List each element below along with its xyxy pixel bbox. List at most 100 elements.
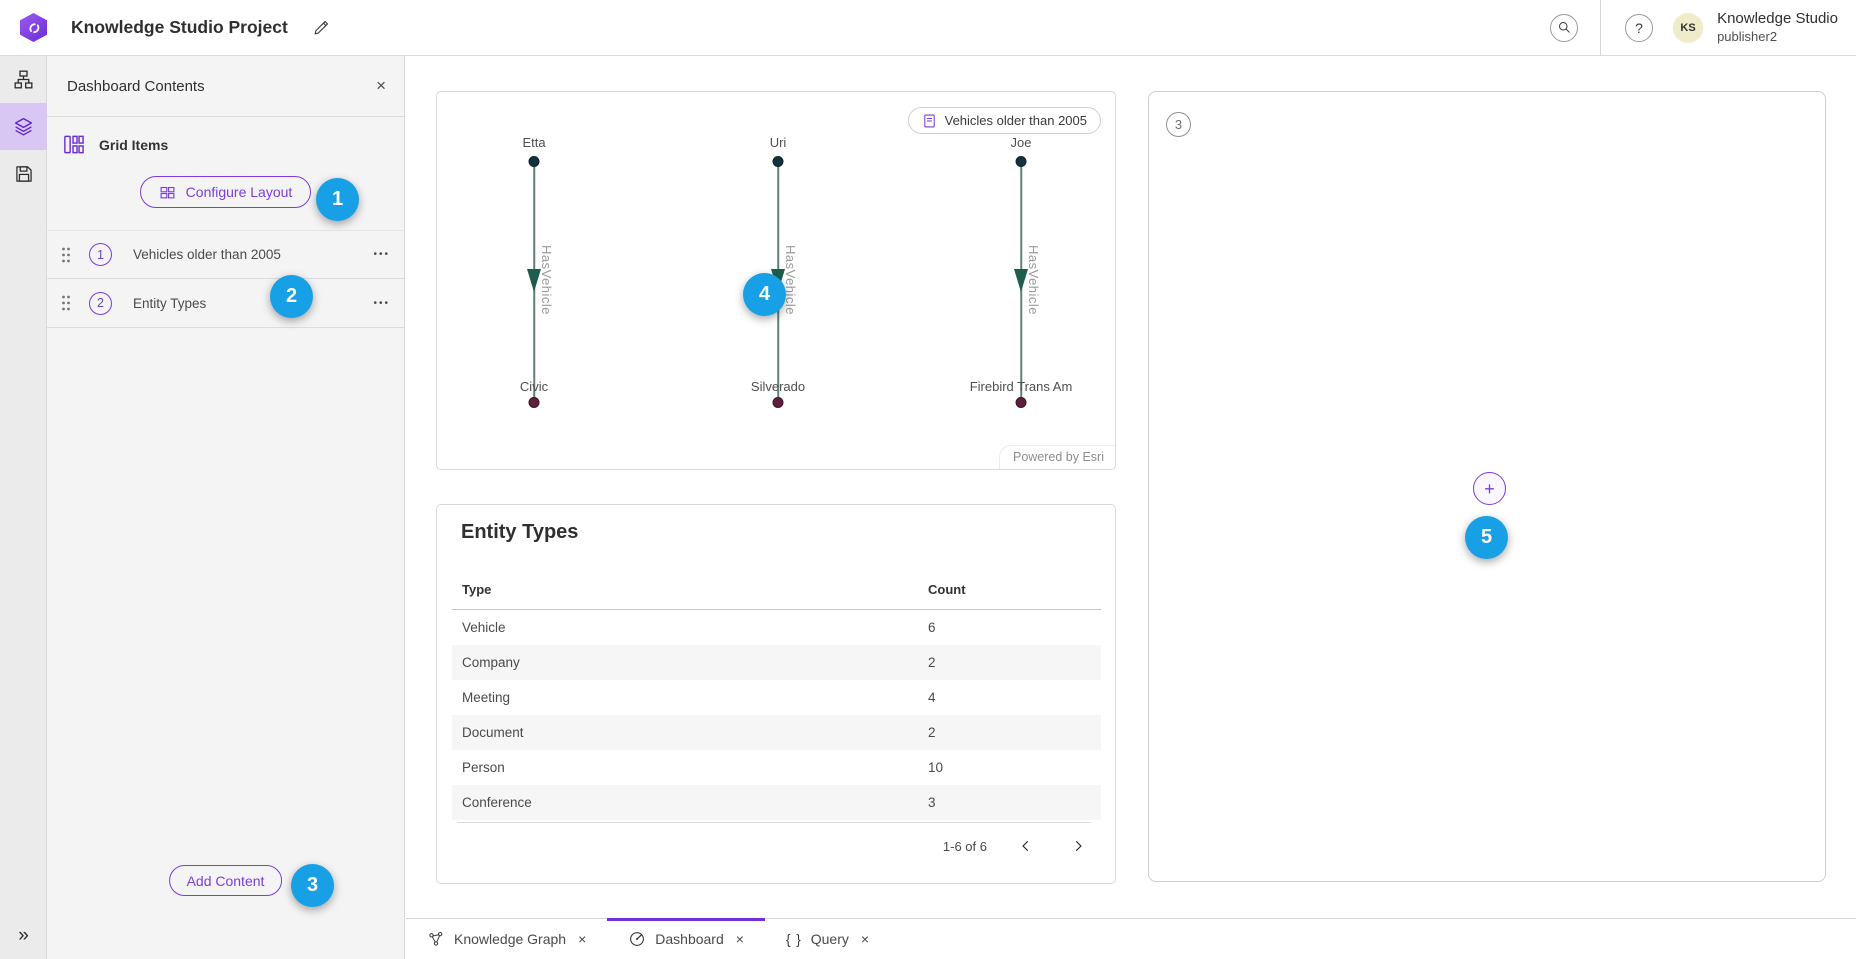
project-title: Knowledge Studio Project (71, 17, 288, 37)
node-label: Etta (522, 135, 546, 150)
slot-number-badge: 3 (1166, 112, 1191, 137)
cell-count: 4 (928, 690, 936, 705)
data-model-button[interactable] (0, 56, 47, 103)
close-icon[interactable]: × (860, 931, 870, 947)
dashboard-contents-button[interactable] (0, 103, 47, 150)
drag-handle-icon[interactable] (60, 246, 72, 264)
close-panel-button[interactable]: × (376, 76, 386, 96)
edge-label: HasVehicle (783, 245, 798, 316)
knowledge-studio-logo-glyph (28, 22, 39, 33)
table-pagination: 1-6 of 6 (457, 822, 1091, 859)
app-logo[interactable] (20, 13, 47, 42)
graph-node-person[interactable] (772, 156, 784, 167)
expand-rail-button[interactable]: » (0, 919, 47, 953)
item-number-badge: 1 (89, 243, 112, 266)
annotation-badge-2: 2 (270, 275, 313, 318)
save-icon (15, 165, 32, 182)
data-model-icon (14, 70, 33, 89)
table-row: Document 2 (452, 715, 1101, 750)
edge-label: HasVehicle (1026, 245, 1041, 316)
annotation-badge-1: 1 (316, 178, 359, 221)
entity-types-table: Type Count Vehicle 6 Company 2 Meeting 4… (452, 566, 1101, 820)
table-header: Type Count (452, 566, 1101, 610)
search-button[interactable] (1550, 13, 1579, 42)
add-content-button[interactable]: Add Content (168, 865, 283, 896)
edge-arrow[interactable] (527, 269, 541, 292)
widget-title: Entity Types (461, 521, 579, 543)
configure-layout-label: Configure Layout (185, 184, 293, 200)
user-name: Knowledge Studio (1717, 10, 1838, 27)
chevron-right-icon (1075, 840, 1082, 852)
graph-node-vehicle[interactable] (1015, 397, 1027, 408)
annotation-badge-4: 4 (743, 273, 786, 316)
ellipsis-icon: ••• (373, 249, 390, 260)
annotation-badge-3: 3 (291, 864, 334, 907)
graph-edge-group: Joe HasVehicle Firebird Trans Am (931, 92, 1111, 469)
list-item-vehicles[interactable]: 1 Vehicles older than 2005 ••• (47, 230, 404, 279)
cell-type: Document (462, 725, 524, 740)
close-icon[interactable]: × (578, 931, 587, 947)
tab-knowledge-graph[interactable]: Knowledge Graph × (406, 919, 607, 959)
table-body: Vehicle 6 Company 2 Meeting 4 Document 2… (452, 610, 1101, 820)
item-options-button[interactable]: ••• (373, 249, 390, 260)
grid-items-list: 1 Vehicles older than 2005 ••• 2 Entity … (47, 230, 404, 328)
chevron-left-icon (1022, 840, 1029, 852)
table-row: Conference 3 (452, 785, 1101, 820)
graph-node-vehicle[interactable] (528, 397, 540, 408)
cell-count: 10 (928, 760, 944, 775)
add-widget-button[interactable]: + (1473, 472, 1506, 505)
avatar[interactable]: KS (1673, 12, 1704, 43)
list-item-entity-types[interactable]: 2 Entity Types ••• (47, 279, 404, 328)
item-label: Entity Types (133, 295, 207, 311)
column-header-type: Type (462, 582, 492, 597)
topbar-divider (1600, 0, 1602, 56)
question-icon: ? (1635, 19, 1643, 36)
document-icon (923, 114, 935, 127)
cell-type: Person (462, 760, 505, 775)
help-button[interactable]: ? (1625, 13, 1654, 42)
graph-node-person[interactable] (1015, 156, 1027, 167)
cell-count: 2 (928, 655, 936, 670)
entity-types-widget: Entity Types Type Count Vehicle 6 Compan… (436, 504, 1116, 884)
save-button[interactable] (0, 150, 47, 197)
grid-layout-icon (64, 135, 84, 154)
close-icon: × (376, 76, 386, 95)
left-icon-rail: » (0, 56, 47, 959)
cell-type: Meeting (462, 690, 511, 705)
tab-query[interactable]: { } Query × (765, 919, 890, 959)
graph-edge-group: Etta HasVehicle Civic (444, 92, 624, 469)
braces-icon: { } (785, 931, 802, 947)
node-label: Civic (519, 379, 549, 394)
node-label: Joe (1010, 135, 1032, 150)
edge-arrow[interactable] (1014, 269, 1028, 292)
topbar: Knowledge Studio Project ? (0, 0, 1856, 56)
cell-type: Company (462, 655, 520, 670)
pagination-range: 1-6 of 6 (942, 838, 987, 854)
configure-layout-button[interactable]: Configure Layout (139, 176, 312, 208)
dashboard-gauge-icon (630, 932, 645, 946)
close-icon[interactable]: × (735, 931, 744, 947)
tab-dashboard[interactable]: Dashboard × (607, 918, 765, 959)
graph-node-vehicle[interactable] (772, 397, 784, 408)
graph-node-person[interactable] (528, 156, 540, 167)
topbar-right: ? KS Knowledge Studio publisher2 (1528, 0, 1856, 56)
search-icon (1558, 22, 1570, 33)
table-row: Company 2 (452, 645, 1101, 680)
knowledge-graph-icon (429, 931, 443, 946)
edit-title-button[interactable] (312, 18, 331, 37)
user-role: publisher2 (1717, 28, 1778, 44)
table-row: Meeting 4 (452, 680, 1101, 715)
ellipsis-icon: ••• (373, 297, 390, 309)
double-chevron-right-icon: » (18, 925, 29, 946)
layers-icon (14, 117, 33, 136)
user-menu[interactable]: Knowledge Studio publisher2 (1717, 10, 1838, 45)
drag-handle-icon[interactable] (60, 294, 72, 312)
bottom-tabbar: Knowledge Graph × Dashboard × { } Query … (406, 918, 1856, 959)
tab-label: Knowledge Graph (454, 931, 567, 947)
cell-type: Conference (462, 795, 532, 810)
next-page-button[interactable] (1065, 833, 1091, 859)
item-label: Vehicles older than 2005 (133, 247, 281, 262)
previous-page-button[interactable] (1013, 833, 1039, 859)
cell-count: 3 (928, 795, 936, 810)
item-options-button[interactable]: ••• (373, 298, 390, 309)
